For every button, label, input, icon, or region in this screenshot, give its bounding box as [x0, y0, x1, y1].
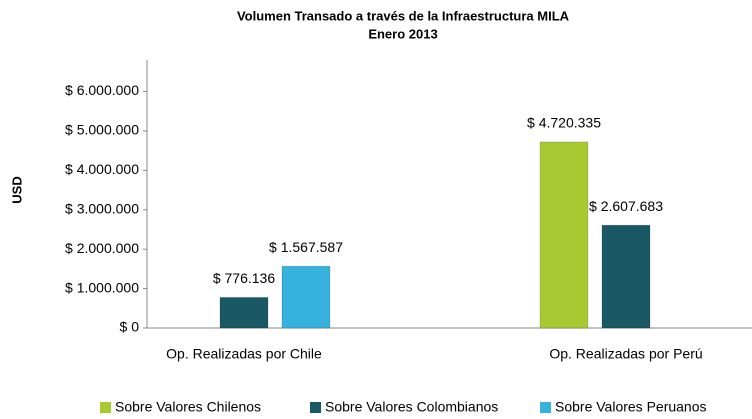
bar	[281, 265, 331, 329]
x-tick-label: Op. Realizadas por Perú	[549, 346, 702, 362]
legend-label: Sobre Valores Peruanos	[555, 399, 707, 415]
value-label: $ 2.607.683	[589, 198, 663, 214]
legend-label: Sobre Valores Colombianos	[325, 399, 498, 415]
y-tick-label: $ 2.000.000	[65, 240, 139, 256]
x-tick-label: Op. Realizadas por Chile	[166, 346, 322, 362]
y-tick-label: $ 5.000.000	[65, 122, 139, 138]
legend-swatch	[540, 402, 551, 413]
y-tick-label: $ 4.000.000	[65, 161, 139, 177]
bar	[219, 296, 269, 329]
value-label: $ 4.720.335	[527, 115, 601, 131]
legend-swatch	[100, 402, 111, 413]
bar	[601, 224, 651, 329]
value-label: $ 1.567.587	[269, 239, 343, 255]
y-axis-label: USD	[9, 176, 24, 203]
chart-title: Volumen Transado a través de la Infraest…	[237, 8, 570, 23]
bar	[539, 141, 589, 329]
value-label: $ 776.136	[213, 270, 275, 286]
y-tick-label: $ 1.000.000	[65, 279, 139, 295]
y-tick-label: $ 3.000.000	[65, 200, 139, 216]
chart-subtitle: Enero 2013	[368, 26, 437, 41]
y-tick-label: $ 6.000.000	[65, 82, 139, 98]
y-tick-label: $ 0	[120, 319, 140, 335]
legend-label: Sobre Valores Chilenos	[115, 399, 261, 415]
legend-swatch	[310, 402, 321, 413]
